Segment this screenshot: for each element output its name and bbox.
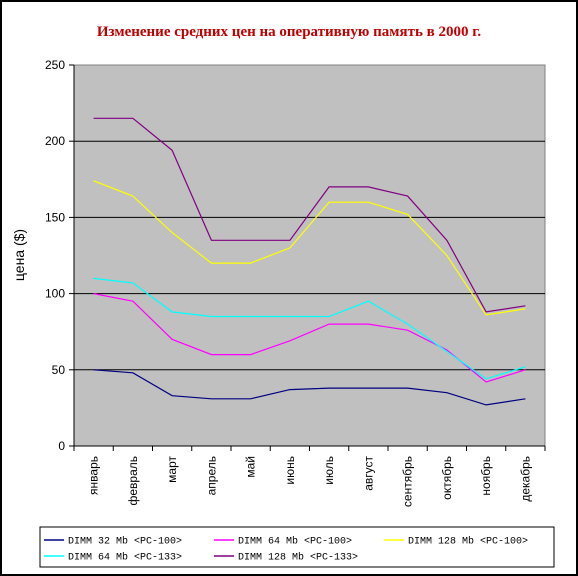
y-tick-label: 100: [45, 287, 65, 301]
plot-area: [73, 64, 546, 447]
legend-label: DIMM 128 Mb <PC-133>: [238, 552, 358, 564]
series-line-3: [93, 277, 526, 380]
y-tick-label: 200: [45, 134, 65, 148]
legend: [39, 526, 555, 568]
series-line-1: [93, 293, 526, 383]
x-tick-label: ноябрь: [479, 456, 493, 496]
y-tick-label: 250: [45, 58, 65, 72]
x-tick-label: апрель: [204, 456, 218, 495]
series-line-4: [93, 117, 526, 313]
legend-label: DIMM 64 Mb <PC-100>: [238, 536, 352, 548]
y-axis-label: цена ($): [11, 229, 27, 281]
y-tick-label: 50: [52, 363, 66, 377]
y-tick-label: 150: [45, 210, 65, 224]
chart-title: Изменение средних цен на оперативную пам…: [97, 24, 481, 40]
x-tick-label: январь: [87, 456, 101, 495]
x-tick-label: август: [361, 456, 375, 491]
series-line-0: [93, 369, 526, 406]
legend-label: DIMM 128 Mb <PC-100>: [408, 536, 528, 548]
x-tick-label: октябрь: [440, 456, 454, 500]
x-tick-label: март: [165, 456, 179, 483]
x-tick-label: май: [244, 456, 258, 478]
y-tick-label: 0: [58, 439, 65, 453]
x-tick-label: декабрь: [518, 456, 532, 502]
x-tick-label: февраль: [126, 456, 140, 506]
x-axis-ticks: январь февраль март апрель май июнь июль август…: [73, 446, 546, 507]
x-tick-label: июнь: [283, 456, 297, 485]
x-tick-label: сентябрь: [401, 456, 415, 507]
legend-label: DIMM 64 Mb <PC-133>: [68, 552, 182, 564]
series-lines: [93, 117, 526, 406]
legend-items: DIMM 32 Mb <PC-100> DIMM 64 Mb <PC-100> DI…: [44, 536, 528, 564]
series-line-2: [93, 180, 526, 316]
grid-lines: [74, 140, 545, 371]
legend-label: DIMM 32 Mb <PC-100>: [68, 536, 182, 548]
x-tick-label: июль: [322, 456, 336, 485]
